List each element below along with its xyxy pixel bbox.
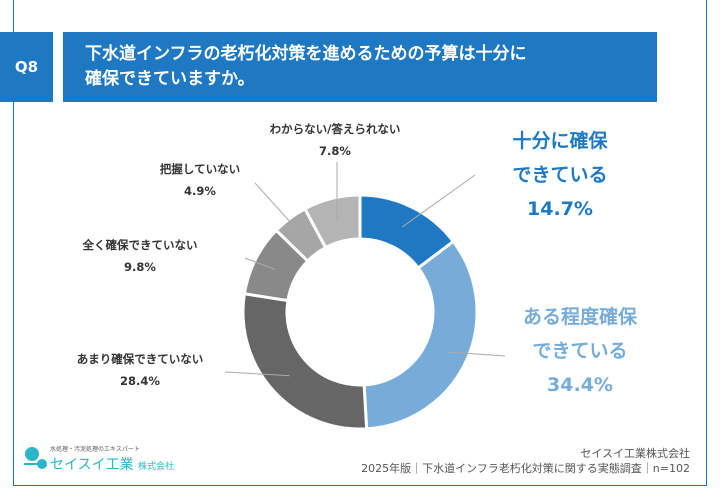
label-not-at-all: 全く確保できていない 9.8% — [70, 234, 210, 278]
data-label: 9.8% — [124, 260, 156, 274]
label-text: できている — [532, 340, 628, 362]
label-text: あまり確保できていない — [76, 352, 204, 366]
leader-line — [224, 371, 290, 377]
donut-slice — [302, 193, 362, 250]
label-text: ある程度確保 — [522, 306, 637, 328]
label-somewhat: ある程度確保 できている 34.4% — [500, 300, 660, 402]
logo-suffix: 株式会社 — [138, 462, 175, 472]
label-sufficient: 十分に確保 できている 14.7% — [490, 124, 630, 226]
logo-name: セイスイ工業 株式会社 — [50, 454, 174, 474]
title-line-2: 確保できていますか。 — [85, 69, 255, 89]
source-note: セイスイ工業株式会社 2025年版｜下水道インフラ老朽化対策に関する実態調査｜n… — [361, 446, 690, 476]
data-label: 28.4% — [120, 374, 160, 388]
leader-line — [446, 351, 506, 357]
donut-slice — [362, 239, 479, 431]
donut-slice — [241, 291, 369, 431]
leader-line — [402, 174, 476, 228]
label-text: 把握していない — [159, 162, 241, 176]
data-label: 7.8% — [319, 144, 351, 158]
data-label: 14.7% — [527, 198, 593, 220]
frame — [13, 0, 707, 486]
label-text: 十分に確保 — [512, 130, 608, 152]
label-cannot-answer: わからない/答えられない 7.8% — [250, 118, 420, 162]
source-company: セイスイ工業株式会社 — [580, 447, 690, 460]
leader-line — [244, 257, 276, 270]
label-text: できている — [512, 164, 608, 186]
label-text: わからない/答えられない — [269, 122, 401, 136]
data-label: 34.4% — [547, 374, 613, 396]
logo-mark-icon — [24, 447, 47, 469]
title-line-1: 下水道インフラの老朽化対策を進めるための予算は十分に — [85, 44, 527, 64]
logo-tagline: 水処理・汚泥処理のエキスパート — [50, 446, 140, 453]
data-label: 4.9% — [184, 184, 216, 198]
label-not-much: あまり確保できていない 28.4% — [60, 348, 220, 392]
source-survey: 2025年版｜下水道インフラ老朽化対策に関する実態調査｜n=102 — [361, 462, 690, 475]
question-title: 下水道インフラの老朽化対策を進めるための予算は十分に 確保できていますか。 — [63, 32, 657, 102]
logo-name-text: セイスイ工業 — [50, 457, 134, 473]
leader-line — [254, 182, 304, 237]
label-unknown: 把握していない 4.9% — [140, 158, 260, 202]
question-badge: Q8 — [0, 32, 53, 102]
label-text: 全く確保できていない — [82, 238, 198, 252]
